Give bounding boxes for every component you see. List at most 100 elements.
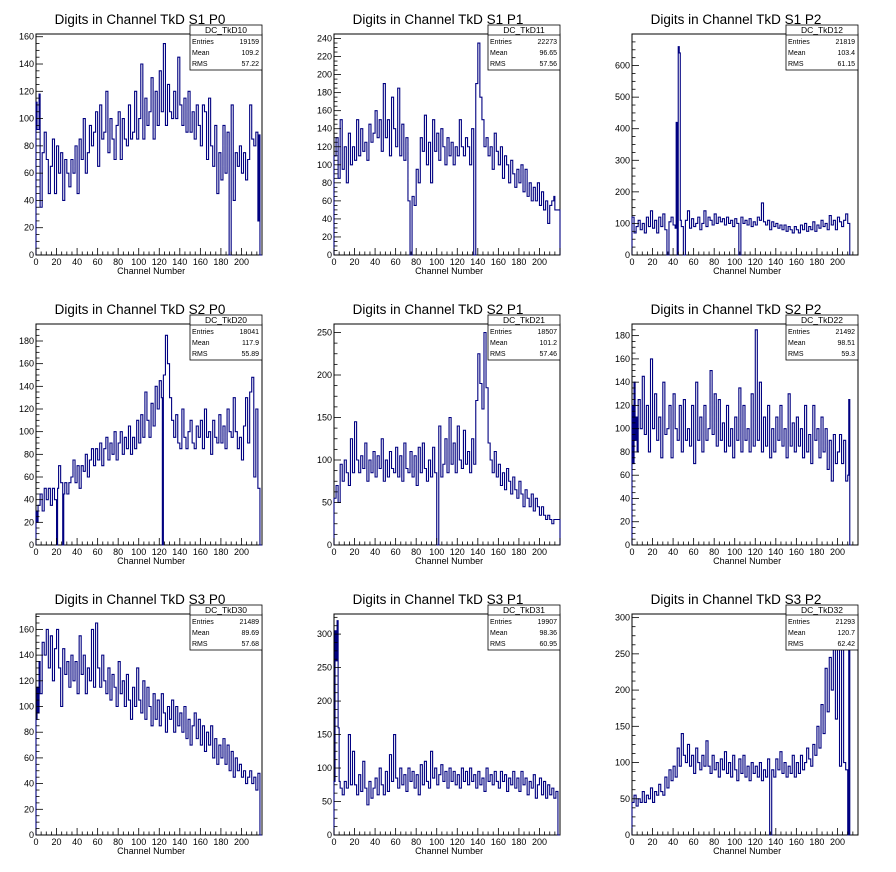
x-tick-label: 200 bbox=[830, 547, 845, 557]
x-tick-label: 100 bbox=[131, 547, 146, 557]
stats-entries-value: 19907 bbox=[538, 619, 558, 626]
x-tick-label: 180 bbox=[809, 837, 824, 847]
y-tick-label: 80 bbox=[322, 178, 332, 188]
y-tick-label: 0 bbox=[625, 250, 630, 260]
stats-name: DC_TkD11 bbox=[503, 25, 545, 35]
x-tick-label: 20 bbox=[648, 837, 658, 847]
x-tick-label: 120 bbox=[450, 837, 465, 847]
y-tick-label: 160 bbox=[615, 354, 630, 364]
y-tick-label: 120 bbox=[19, 676, 34, 686]
y-tick-label: 80 bbox=[24, 449, 34, 459]
stats-entries-label: Entries bbox=[490, 39, 512, 46]
y-tick-label: 160 bbox=[19, 32, 34, 42]
histogram-line bbox=[333, 620, 560, 836]
stats-name: DC_TkD21 bbox=[503, 315, 545, 325]
y-tick-label: 0 bbox=[29, 540, 34, 550]
y-tick-label: 140 bbox=[615, 377, 630, 387]
y-tick-label: 60 bbox=[24, 472, 34, 482]
stats-box: DC_TkD32 Entries 21293 Mean 120.7 RMS 62.42 bbox=[785, 604, 859, 651]
x-tick-label: 180 bbox=[213, 837, 228, 847]
x-tick-label: 40 bbox=[668, 547, 678, 557]
y-tick-label: 0 bbox=[327, 250, 332, 260]
stats-mean-value: 96.65 bbox=[539, 50, 557, 57]
histogram-line bbox=[631, 46, 851, 256]
stats-name: DC_TkD31 bbox=[503, 605, 545, 615]
x-tick-label: 40 bbox=[72, 547, 82, 557]
y-tick-label: 60 bbox=[620, 470, 630, 480]
y-tick-label: 0 bbox=[625, 830, 630, 840]
stats-entries-label: Entries bbox=[788, 329, 810, 336]
y-tick-label: 0 bbox=[29, 250, 34, 260]
y-tick-label: 250 bbox=[317, 663, 332, 673]
x-axis-title: Channel Number bbox=[415, 556, 483, 566]
x-tick-label: 20 bbox=[350, 257, 360, 267]
histogram-line bbox=[35, 334, 262, 546]
histogram-line bbox=[333, 331, 561, 546]
y-tick-label: 150 bbox=[615, 721, 630, 731]
x-tick-label: 80 bbox=[709, 547, 719, 557]
x-axis-title: Channel Number bbox=[117, 556, 185, 566]
histogram-pad: Digits in Channel TkD S3 P2 0 20 40 60 80 100 1… bbox=[615, 592, 859, 856]
x-tick-label: 160 bbox=[789, 547, 804, 557]
x-tick-label: 180 bbox=[213, 547, 228, 557]
stats-entries-value: 22273 bbox=[538, 39, 558, 46]
stats-rms-value: 57.46 bbox=[539, 351, 557, 358]
y-tick-label: 60 bbox=[24, 753, 34, 763]
histogram-line bbox=[35, 42, 262, 256]
stats-rms-value: 57.56 bbox=[539, 61, 557, 68]
x-tick-label: 140 bbox=[172, 837, 187, 847]
stats-entries-label: Entries bbox=[192, 329, 214, 336]
x-tick-label: 60 bbox=[93, 837, 103, 847]
y-tick-label: 20 bbox=[24, 804, 34, 814]
x-tick-label: 140 bbox=[470, 257, 485, 267]
y-tick-label: 40 bbox=[620, 493, 630, 503]
stats-mean-value: 89.69 bbox=[241, 630, 259, 637]
x-tick-label: 20 bbox=[52, 257, 62, 267]
y-tick-label: 160 bbox=[19, 359, 34, 369]
y-tick-label: 180 bbox=[19, 336, 34, 346]
y-tick-label: 20 bbox=[322, 232, 332, 242]
y-tick-label: 200 bbox=[317, 696, 332, 706]
x-axis-title: Channel Number bbox=[415, 846, 483, 856]
stats-entries-value: 18507 bbox=[538, 329, 558, 336]
chart-title: Digits in Channel TkD S3 P1 bbox=[353, 592, 524, 607]
histogram-line bbox=[333, 42, 561, 256]
x-axis-title: Channel Number bbox=[117, 846, 185, 856]
y-tick-label: 500 bbox=[615, 92, 630, 102]
y-tick-label: 100 bbox=[19, 427, 34, 437]
stats-rms-label: RMS bbox=[490, 351, 506, 358]
x-tick-label: 60 bbox=[689, 837, 699, 847]
y-tick-label: 100 bbox=[19, 114, 34, 124]
stats-box: DC_TkD11 Entries 22273 Mean 96.65 RMS 57.56 bbox=[487, 24, 561, 71]
stats-name: DC_TkD32 bbox=[801, 605, 843, 615]
stats-entries-label: Entries bbox=[192, 39, 214, 46]
stats-name: DC_TkD30 bbox=[205, 605, 247, 615]
x-tick-label: 20 bbox=[52, 837, 62, 847]
y-tick-label: 160 bbox=[317, 106, 332, 116]
x-tick-label: 120 bbox=[748, 547, 763, 557]
y-tick-label: 100 bbox=[19, 702, 34, 712]
x-tick-label: 60 bbox=[391, 547, 401, 557]
y-tick-label: 200 bbox=[317, 370, 332, 380]
y-tick-label: 150 bbox=[317, 413, 332, 423]
stats-mean-label: Mean bbox=[192, 340, 210, 347]
y-tick-label: 300 bbox=[615, 613, 630, 623]
y-tick-label: 200 bbox=[317, 70, 332, 80]
chart-title: Digits in Channel TkD S2 P0 bbox=[55, 302, 226, 317]
y-tick-label: 200 bbox=[615, 685, 630, 695]
y-tick-label: 200 bbox=[615, 187, 630, 197]
y-tick-label: 120 bbox=[19, 404, 34, 414]
x-tick-label: 140 bbox=[768, 257, 783, 267]
x-tick-label: 40 bbox=[668, 837, 678, 847]
y-tick-label: 140 bbox=[317, 124, 332, 134]
x-tick-label: 200 bbox=[234, 547, 249, 557]
stats-entries-label: Entries bbox=[490, 619, 512, 626]
x-tick-label: 20 bbox=[648, 257, 658, 267]
y-tick-label: 140 bbox=[19, 650, 34, 660]
y-tick-label: 40 bbox=[322, 214, 332, 224]
y-tick-label: 220 bbox=[317, 52, 332, 62]
y-tick-label: 140 bbox=[19, 59, 34, 69]
stats-mean-label: Mean bbox=[192, 50, 210, 57]
y-tick-label: 600 bbox=[615, 61, 630, 71]
stats-rms-label: RMS bbox=[788, 641, 804, 648]
